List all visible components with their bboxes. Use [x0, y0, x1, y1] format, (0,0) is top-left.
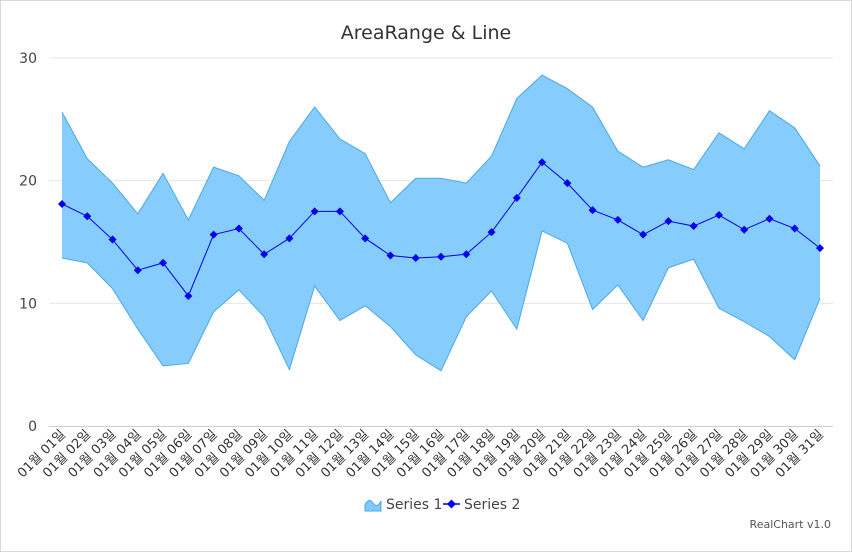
series-2-point[interactable] [184, 291, 193, 300]
y-tick-label: 10 [19, 296, 37, 312]
series-2-point[interactable] [260, 250, 269, 259]
y-tick-label: 20 [19, 174, 37, 190]
legend-label-series-1: Series 1 [386, 497, 442, 513]
series-2-point[interactable] [159, 258, 168, 267]
series-2-point[interactable] [108, 235, 117, 244]
series-2-point[interactable] [790, 224, 799, 233]
y-tick-label: 0 [28, 419, 37, 435]
series-2-point[interactable] [437, 252, 445, 261]
series-2-point[interactable] [816, 244, 824, 253]
legend-item-series-1[interactable]: Series 1 [364, 497, 442, 513]
series-2-point[interactable] [361, 234, 370, 243]
series-2-point[interactable] [209, 230, 218, 239]
series-1-range-fill[interactable] [62, 75, 820, 371]
series-2-point[interactable] [310, 207, 319, 216]
series-2-point[interactable] [538, 158, 547, 167]
series-2-point[interactable] [588, 206, 597, 215]
series-2-point[interactable] [411, 253, 420, 262]
series-2-point[interactable] [563, 179, 572, 188]
series-2-point[interactable] [234, 224, 243, 233]
legend-diamond-icon [447, 499, 456, 509]
series-2-point[interactable] [512, 193, 521, 202]
series-2-point[interactable] [740, 225, 749, 234]
series-2-point[interactable] [765, 214, 774, 223]
y-tick-label: 30 [19, 51, 37, 67]
series-2-point[interactable] [285, 234, 294, 243]
series-2-point[interactable] [689, 222, 698, 231]
legend[interactable]: Series 1 Series 2 [364, 497, 520, 513]
series-2-point[interactable] [386, 251, 395, 260]
series-2-point[interactable] [133, 266, 142, 275]
series-2-point[interactable] [83, 212, 92, 221]
legend-item-series-2[interactable]: Series 2 [443, 497, 520, 513]
series-1-high-edge [61, 74, 821, 222]
chart-title: AreaRange & Line [341, 22, 511, 44]
series-1-low-edge [61, 230, 821, 372]
legend-label-series-2: Series 2 [464, 497, 520, 513]
series-2-point[interactable] [714, 211, 723, 220]
series-2-point[interactable] [664, 217, 673, 226]
legend-area-icon [364, 499, 382, 512]
series-2-line[interactable] [58, 158, 824, 300]
series-2-point[interactable] [487, 228, 496, 237]
credit-label: RealChart v1.0 [750, 518, 831, 531]
series-2-point[interactable] [335, 207, 344, 216]
series-2-point[interactable] [613, 215, 622, 224]
series-2-point[interactable] [462, 250, 471, 259]
y-axis: 0 10 20 30 [19, 51, 37, 435]
series-2-point[interactable] [58, 199, 66, 208]
series-2-point[interactable] [639, 230, 648, 239]
series-1-area[interactable] [61, 74, 821, 372]
